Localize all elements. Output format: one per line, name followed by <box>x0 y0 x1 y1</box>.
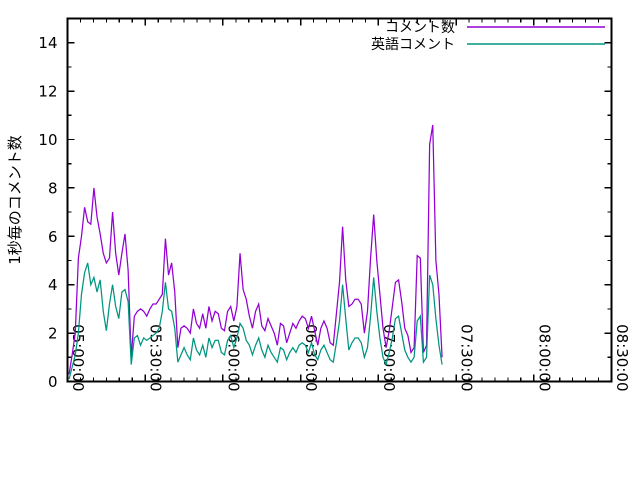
y-axis-tick-label: 2 <box>48 325 58 343</box>
y-axis-tick-label: 10 <box>38 131 57 149</box>
y-axis-ticks <box>67 42 612 383</box>
y-axis-tick-label: 0 <box>48 373 58 391</box>
series-line-2 <box>68 262 443 380</box>
x-axis-tick-label: 05:30:00 <box>147 324 165 391</box>
y-axis-tick-label: 4 <box>48 276 58 294</box>
y-axis-tick-label: 14 <box>38 34 57 52</box>
y-axis-title-text: 1秒毎のコメント数 <box>6 135 24 265</box>
x-axis-tick-label: 06:00:00 <box>224 324 242 391</box>
x-axis-tick-label: 06:30:00 <box>302 324 320 391</box>
y-axis-tick-label: 12 <box>38 83 57 101</box>
x-axis-tick-label: 08:30:00 <box>613 324 631 391</box>
x-axis-tick-labels: 05:00:00 05:30:00 06:00:00 06:30:00 07:00:00… <box>69 324 631 391</box>
y-axis-tick-label: 6 <box>48 228 58 246</box>
data-series-group <box>68 124 443 380</box>
legend-label-2: 英語コメント <box>371 36 455 53</box>
x-axis-ticks <box>66 18 613 382</box>
x-axis-tick-label: 05:00:00 <box>69 324 87 391</box>
y-axis-tick-label: 8 <box>48 179 58 197</box>
x-axis-tick-label: 08:00:00 <box>535 324 553 391</box>
y-axis-title: 1秒毎のコメント数 <box>6 135 24 265</box>
x-axis-tick-label: 07:00:00 <box>380 324 398 391</box>
y-axis-tick-labels: 0 2 4 6 8 10 12 14 <box>38 34 57 391</box>
legend-label-1: コメント数 <box>385 20 455 36</box>
x-axis-tick-label: 07:30:00 <box>458 324 476 391</box>
